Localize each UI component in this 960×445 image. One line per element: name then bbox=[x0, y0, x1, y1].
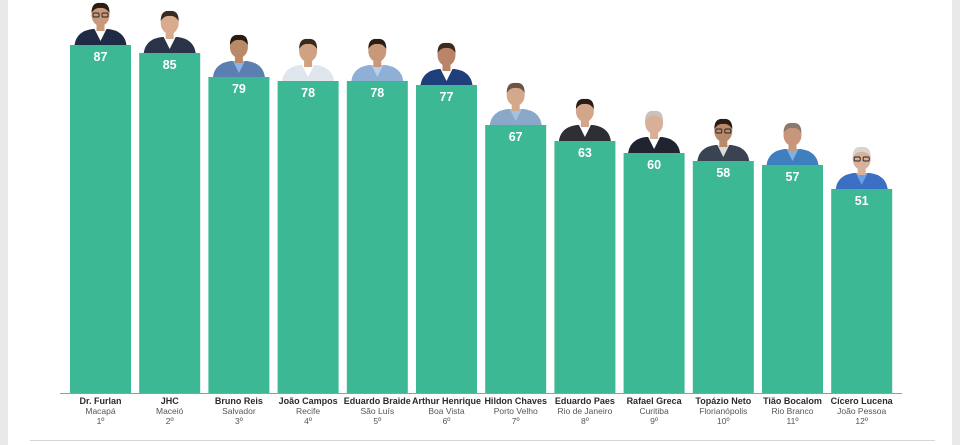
category-rank-1: 1º bbox=[97, 416, 105, 426]
bar-value-label-4: 78 bbox=[301, 86, 315, 100]
bar-value-label-5: 78 bbox=[370, 86, 384, 100]
portrait-12 bbox=[835, 146, 888, 189]
category-city-7: Porto Velho bbox=[494, 406, 538, 416]
bar-3 bbox=[208, 77, 270, 393]
bar-2 bbox=[139, 53, 201, 393]
category-city-4: Recife bbox=[296, 406, 320, 416]
category-name-1: Dr. Furlan bbox=[79, 396, 121, 406]
category-name-5: Eduardo Braide bbox=[344, 396, 411, 406]
bar-6 bbox=[416, 85, 477, 393]
bar-7 bbox=[485, 125, 547, 393]
bar-8 bbox=[554, 141, 616, 393]
bar-value-label-12: 51 bbox=[855, 194, 869, 208]
category-city-2: Maceió bbox=[156, 406, 184, 416]
category-city-1: Macapá bbox=[85, 406, 116, 416]
category-city-12: João Pessoa bbox=[837, 406, 886, 416]
category-rank-5: 5º bbox=[373, 416, 381, 426]
category-city-3: Salvador bbox=[222, 406, 256, 416]
portrait-2 bbox=[143, 10, 196, 53]
portrait-1 bbox=[74, 2, 127, 45]
category-name-3: Bruno Reis bbox=[215, 396, 263, 406]
category-rank-3: 3º bbox=[235, 416, 243, 426]
bar-4 bbox=[277, 81, 339, 393]
category-name-4: João Campos bbox=[279, 396, 338, 406]
category-city-11: Rio Branco bbox=[771, 406, 813, 416]
portrait-9 bbox=[628, 110, 681, 153]
portrait-11 bbox=[766, 122, 819, 165]
category-city-9: Curitiba bbox=[639, 406, 669, 416]
bar-value-label-11: 57 bbox=[786, 170, 800, 184]
category-rank-2: 2º bbox=[166, 416, 174, 426]
bar-1 bbox=[70, 45, 131, 393]
bottom-divider bbox=[30, 440, 935, 441]
category-rank-10: 10º bbox=[717, 416, 730, 426]
category-name-2: JHC bbox=[161, 396, 180, 406]
category-name-11: Tião Bocalom bbox=[763, 396, 822, 406]
bar-5 bbox=[346, 81, 408, 393]
category-city-5: São Luís bbox=[361, 406, 395, 416]
bar-value-label-2: 85 bbox=[163, 58, 177, 72]
category-rank-7: 7º bbox=[512, 416, 520, 426]
bar-9 bbox=[623, 153, 685, 393]
bar-12 bbox=[831, 189, 893, 393]
category-rank-12: 12º bbox=[855, 416, 868, 426]
portrait-10 bbox=[697, 118, 750, 161]
portrait-5 bbox=[351, 38, 404, 81]
bar-value-label-10: 58 bbox=[716, 166, 730, 180]
bar-value-label-1: 87 bbox=[94, 50, 108, 64]
category-rank-9: 9º bbox=[650, 416, 658, 426]
category-city-10: Florianópolis bbox=[699, 406, 747, 416]
category-rank-11: 11º bbox=[787, 416, 799, 426]
category-name-10: Topázio Neto bbox=[695, 396, 751, 406]
portrait-3 bbox=[212, 34, 265, 77]
portrait-8 bbox=[558, 98, 611, 141]
portrait-6 bbox=[420, 42, 473, 85]
category-rank-8: 8º bbox=[581, 416, 589, 426]
category-city-8: Rio de Janeiro bbox=[557, 406, 612, 416]
category-name-7: Hildon Chaves bbox=[484, 396, 547, 406]
bar-11 bbox=[762, 165, 823, 393]
bar-value-label-6: 77 bbox=[440, 90, 454, 104]
bar-value-label-9: 60 bbox=[647, 158, 661, 172]
category-rank-6: 6º bbox=[443, 416, 451, 426]
bar-value-label-3: 79 bbox=[232, 82, 246, 96]
category-rank-4: 4º bbox=[304, 416, 312, 426]
portrait-4 bbox=[282, 38, 335, 81]
category-name-12: Cícero Lucena bbox=[831, 396, 894, 406]
category-name-6: Arthur Henrique bbox=[412, 396, 481, 406]
category-city-6: Boa Vista bbox=[428, 406, 465, 416]
bar-value-label-7: 67 bbox=[509, 130, 523, 144]
bar-10 bbox=[692, 161, 754, 393]
bar-value-label-8: 63 bbox=[578, 146, 592, 160]
category-name-9: Rafael Greca bbox=[627, 396, 683, 406]
category-name-8: Eduardo Paes bbox=[555, 396, 615, 406]
portrait-7 bbox=[489, 82, 542, 125]
